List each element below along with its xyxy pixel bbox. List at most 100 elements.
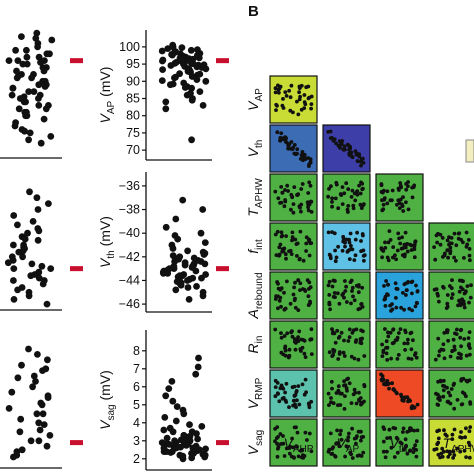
matrix-point (455, 398, 460, 402)
matrix-point (387, 386, 391, 391)
matrix-point (454, 258, 458, 263)
matrix-point (400, 235, 404, 240)
matrix-cell-r8-c2 (322, 418, 371, 467)
matrix-point (412, 247, 417, 252)
matrix-point (457, 351, 461, 356)
matrix-point (398, 241, 403, 246)
matrix-point (284, 94, 289, 98)
left-strip-point (35, 274, 43, 282)
median-marker (70, 440, 83, 446)
matrix-point (407, 306, 412, 311)
matrix-point (286, 189, 290, 193)
median-marker (216, 58, 229, 64)
matrix-point (331, 138, 336, 143)
matrix-point (440, 446, 445, 451)
data-point (187, 89, 194, 97)
matrix-col-label: TAPHW (443, 435, 474, 455)
matrix-point (299, 349, 303, 353)
matrix-point (349, 354, 354, 359)
matrix-point (346, 376, 350, 381)
matrix-point (291, 210, 296, 215)
left-strip-point (29, 383, 36, 391)
matrix-point (328, 431, 333, 436)
matrix-point (459, 356, 463, 360)
matrix-point (350, 426, 354, 431)
matrix-point (450, 292, 455, 297)
matrix-point (329, 452, 334, 456)
matrix-point (401, 291, 405, 295)
matrix-point (347, 431, 351, 436)
matrix-point (277, 252, 282, 257)
matrix-point (340, 202, 345, 207)
panel-label-b: B (248, 3, 259, 20)
matrix-point (382, 427, 387, 431)
left-strip-point (17, 415, 25, 423)
matrix-point (349, 247, 353, 252)
matrix-cell-r1-c1 (269, 75, 318, 124)
matrix-point (283, 90, 288, 94)
matrix-point (362, 383, 367, 387)
matrix-point (296, 454, 301, 459)
matrix-point (359, 159, 363, 164)
matrix-point (299, 209, 303, 214)
matrix-point (289, 207, 293, 212)
matrix-point (279, 185, 284, 189)
matrix-point (331, 295, 336, 299)
data-point (185, 296, 193, 303)
matrix-point (342, 383, 346, 388)
matrix-point (274, 253, 279, 257)
matrix-point (381, 350, 386, 355)
matrix-point (405, 341, 410, 346)
matrix-point (379, 372, 383, 377)
matrix-point (330, 200, 334, 204)
matrix-point (276, 306, 280, 311)
matrix-point (328, 129, 333, 134)
data-point (171, 437, 179, 445)
matrix-point (346, 435, 351, 440)
matrix-point (403, 437, 408, 442)
left-strip-point (5, 57, 13, 64)
left-strip-point (33, 410, 41, 418)
matrix-point (441, 348, 446, 352)
matrix-point (290, 334, 295, 339)
matrix-point (284, 400, 289, 404)
matrix-point (339, 437, 344, 442)
matrix-point (459, 430, 463, 434)
matrix-point (432, 245, 436, 250)
data-point (184, 247, 192, 255)
data-point (162, 223, 170, 231)
matrix-cell-r8-c1 (269, 418, 318, 467)
left-strip-point (14, 221, 21, 229)
data-point (181, 84, 189, 91)
matrix-point (463, 435, 467, 440)
left-strip-2 (0, 188, 83, 311)
matrix-point (350, 188, 355, 193)
left-strip-point (25, 345, 32, 353)
matrix-point (308, 159, 313, 164)
matrix-row-label: VRMP (245, 377, 265, 409)
matrix-point (306, 401, 311, 406)
colorbar-fragment (465, 139, 474, 163)
matrix-point (292, 298, 297, 303)
left-strip-point (32, 34, 40, 42)
matrix-point (275, 441, 279, 446)
y-tick-label: 8 (133, 344, 140, 358)
matrix-point (345, 300, 349, 304)
matrix-point (330, 230, 334, 235)
data-point (172, 59, 180, 66)
data-point (202, 77, 210, 85)
matrix-point (347, 257, 352, 261)
matrix-point (339, 330, 344, 335)
data-point (188, 136, 196, 144)
data-point (196, 70, 204, 78)
matrix-point (455, 327, 459, 332)
matrix-point (307, 95, 312, 100)
matrix-point (380, 190, 385, 195)
left-strip-point (21, 127, 28, 135)
data-point (172, 286, 180, 294)
matrix-point (467, 342, 471, 347)
matrix-point (273, 385, 278, 389)
y-tick-label: 85 (126, 92, 140, 106)
matrix-point (274, 108, 278, 112)
